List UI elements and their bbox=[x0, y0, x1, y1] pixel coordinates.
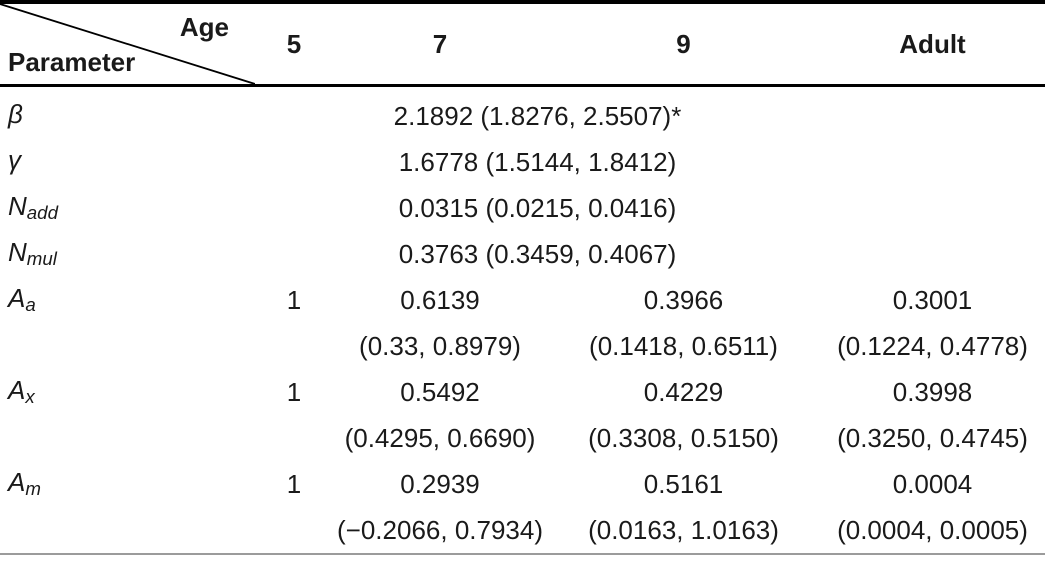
column-header-age-9: 9 bbox=[547, 2, 820, 87]
empty-cell bbox=[0, 415, 255, 461]
parameter-table: Age Parameter 5 7 9 Adult β 2.1892 (1.82… bbox=[0, 0, 1045, 555]
merged-value-cell: 2.1892 (1.8276, 2.5507)* bbox=[393, 100, 682, 131]
ci-cell-adult: (0.0004, 0.0005) bbox=[820, 507, 1045, 555]
corner-parameter-label: Parameter bbox=[8, 47, 136, 77]
ci-cell-age5 bbox=[255, 415, 333, 461]
param-subscript: x bbox=[25, 386, 35, 408]
table-row-a-x-values: Ax 1 0.5492 0.4229 0.3998 bbox=[0, 369, 1045, 415]
value-cell-age9: 0.3966 bbox=[643, 284, 724, 315]
table-row-beta: β 2.1892 (1.8276, 2.5507)* bbox=[0, 86, 1045, 140]
empty-cell bbox=[820, 139, 1045, 185]
value-cell-adult: 0.0004 bbox=[892, 468, 973, 499]
param-label-gamma: γ bbox=[0, 139, 255, 185]
merged-value-cell: 0.3763 (0.3459, 0.4067) bbox=[398, 238, 677, 269]
table-row-n-add: Nadd 0.0315 (0.0215, 0.0416) bbox=[0, 185, 1045, 231]
param-symbol: A bbox=[8, 375, 26, 406]
table-row-a-a-values: Aa 1 0.6139 0.3966 0.3001 bbox=[0, 277, 1045, 323]
corner-header-cell: Age Parameter bbox=[0, 2, 255, 87]
param-subscript: add bbox=[26, 202, 58, 224]
param-label-n-mul: Nmul bbox=[0, 231, 255, 277]
ci-cell-age9: (0.0163, 1.0163) bbox=[547, 507, 820, 555]
table-row-n-mul: Nmul 0.3763 (0.3459, 0.4067) bbox=[0, 231, 1045, 277]
empty-cell bbox=[820, 231, 1045, 277]
value-cell-age5: 1 bbox=[286, 468, 302, 499]
empty-cell bbox=[0, 507, 255, 555]
column-header-age-7: 7 bbox=[333, 2, 547, 87]
ci-cell-age9: (0.1418, 0.6511) bbox=[589, 330, 778, 361]
ci-cell-age7: (−0.2066, 0.7934) bbox=[333, 507, 547, 555]
table-row-a-x-ci: (0.4295, 0.6690) (0.3308, 0.5150) (0.325… bbox=[0, 415, 1045, 461]
value-cell-age9: 0.4229 bbox=[643, 376, 724, 407]
param-symbol: N bbox=[8, 237, 27, 268]
column-header-age-5: 5 bbox=[255, 2, 333, 87]
param-label-a-m: Am bbox=[0, 461, 255, 507]
param-label-n-add: Nadd bbox=[0, 185, 255, 231]
param-label-beta: β bbox=[0, 86, 255, 140]
ci-cell-age5 bbox=[255, 323, 333, 369]
diagonal-divider-line bbox=[0, 4, 255, 84]
empty-cell bbox=[820, 86, 1045, 140]
value-cell-age7: 0.2939 bbox=[400, 468, 480, 499]
ci-cell-age5 bbox=[255, 507, 333, 555]
value-cell-age7: 0.6139 bbox=[400, 284, 480, 315]
table-row-a-a-ci: (0.33, 0.8979) (0.1418, 0.6511) (0.1224,… bbox=[0, 323, 1045, 369]
merged-value-cell: 0.0315 (0.0215, 0.0416) bbox=[398, 192, 677, 223]
param-symbol: A bbox=[8, 467, 26, 498]
value-cell-age9: 0.5161 bbox=[643, 468, 724, 499]
ci-cell-age9: (0.3308, 0.5150) bbox=[588, 422, 779, 453]
param-subscript: m bbox=[25, 478, 41, 500]
empty-cell bbox=[820, 185, 1045, 231]
ci-cell-age7: (0.33, 0.8979) bbox=[359, 330, 521, 361]
ci-cell-adult: (0.3250, 0.4745) bbox=[837, 422, 1028, 453]
value-cell-adult: 0.3001 bbox=[892, 284, 973, 315]
param-subscript: mul bbox=[26, 248, 57, 270]
ci-cell-age7: (0.4295, 0.6690) bbox=[344, 422, 536, 453]
column-header-adult: Adult bbox=[820, 2, 1045, 87]
param-symbol: A bbox=[8, 283, 26, 314]
param-symbol: γ bbox=[8, 145, 21, 176]
param-symbol: N bbox=[8, 191, 27, 222]
param-label-a-a: Aa bbox=[0, 277, 255, 323]
value-cell-age5: 1 bbox=[286, 376, 302, 407]
ci-cell-adult: (0.1224, 0.4778) bbox=[837, 330, 1028, 361]
corner-age-label: Age bbox=[179, 12, 229, 42]
value-cell-adult: 0.3998 bbox=[892, 376, 973, 407]
header-row: Age Parameter 5 7 9 Adult bbox=[0, 2, 1045, 87]
table-row-a-m-ci: (−0.2066, 0.7934) (0.0163, 1.0163) (0.00… bbox=[0, 507, 1045, 555]
param-label-a-x: Ax bbox=[0, 369, 255, 415]
table-row-gamma: γ 1.6778 (1.5144, 1.8412) bbox=[0, 139, 1045, 185]
empty-cell bbox=[0, 323, 255, 369]
param-symbol: β bbox=[8, 99, 23, 130]
param-subscript: a bbox=[25, 294, 36, 316]
merged-value-cell: 1.6778 (1.5144, 1.8412) bbox=[398, 146, 677, 177]
value-cell-age5: 1 bbox=[286, 284, 302, 315]
value-cell-age7: 0.5492 bbox=[400, 376, 480, 407]
table-row-a-m-values: Am 1 0.2939 0.5161 0.0004 bbox=[0, 461, 1045, 507]
